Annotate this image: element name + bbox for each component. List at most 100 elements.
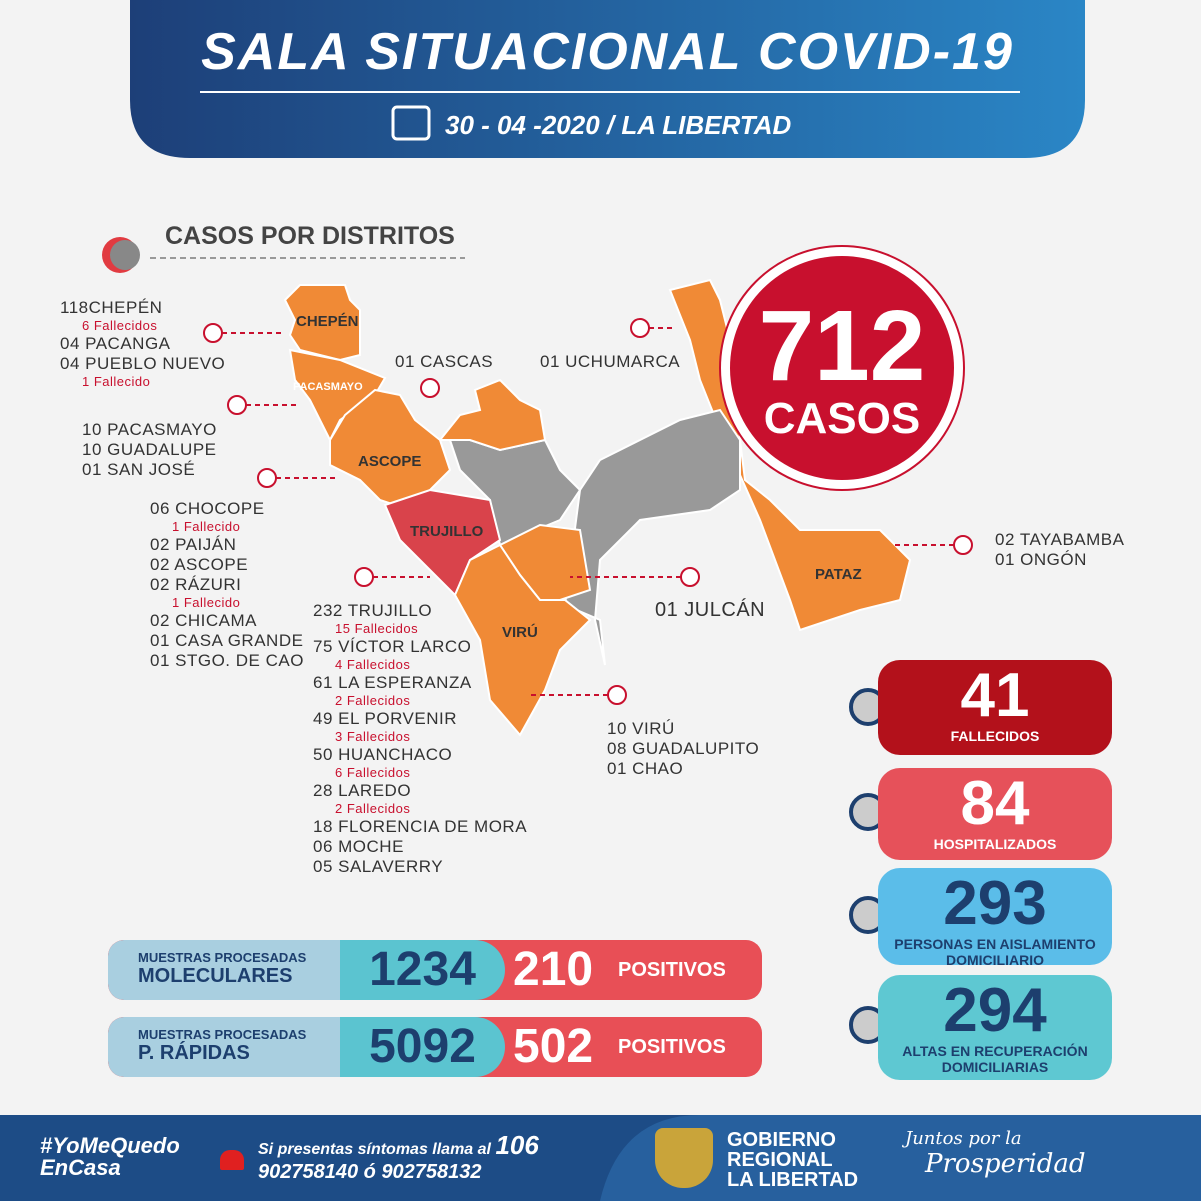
district-line: 01 CHAO [607, 759, 684, 778]
sample-caption: MUESTRAS PROCESADAS MOLECULARES [108, 940, 368, 1000]
gov-line: LA LIBERTAD [727, 1169, 859, 1191]
deaths-line: 6 Fallecidos [335, 765, 411, 780]
total-label: CASOS [763, 394, 921, 443]
district-line: 04 PUEBLO NUEVO [60, 354, 226, 373]
district-line: 10 VIRÚ [607, 719, 675, 738]
district-line: 50 HUANCHACO [313, 745, 453, 764]
district-line: 28 LAREDO [313, 781, 412, 800]
district-line: 10 GUADALUPE [82, 440, 217, 459]
map-label: TRUJILLO [410, 523, 484, 540]
stat-value: 294 [943, 976, 1047, 1045]
map-label: CHEPÉN [296, 313, 359, 330]
stat-label: DOMICILIARIAS [941, 1059, 1049, 1075]
district-line: 05 SALAVERRY [313, 857, 444, 876]
district-group: 01 JULCÁN [655, 600, 765, 620]
positives: 502 [513, 1020, 594, 1073]
district-group: 02 TAYABAMBA 01 ONGÓN [995, 530, 1124, 570]
slogan-line: Juntos por la [905, 1128, 1022, 1149]
district-line: 01 STGO. DE CAO [150, 651, 304, 670]
hashtag-line: #YoMeQuedo [40, 1133, 180, 1158]
district-line: 01 SAN JOSÉ [82, 460, 196, 479]
map-label: PATAZ [815, 566, 862, 583]
caption: MUESTRAS PROCESADAS [138, 950, 307, 965]
call-info: Si presentas síntomas llama al 106 90275… [258, 1130, 539, 1184]
map-label: PACASMAYO [293, 381, 363, 393]
district-line: 01 ONGÓN [995, 550, 1087, 569]
stat-label: FALLECIDOS [950, 728, 1040, 744]
slogan-line: Prosperidad [925, 1149, 1086, 1179]
stat-card: 294 ALTAS EN RECUPERACIÓN DOMICILIARIAS [878, 975, 1112, 1080]
gov-line: GOBIERNO [727, 1129, 836, 1151]
district-line: 10 PACASMAYO [82, 420, 217, 439]
sample-count: 1234 [340, 940, 505, 1000]
district-line: 18 FLORENCIA DE MORA [313, 817, 528, 836]
deaths-line: 2 Fallecidos [335, 801, 411, 816]
district-line: 232 TRUJILLO [313, 601, 433, 620]
section-title: CASOS POR DISTRITOS [165, 222, 455, 250]
positives-label: POSITIVOS [618, 1036, 726, 1058]
sample-count: 5092 [340, 1017, 505, 1077]
district-group: 232 TRUJILLO 15 Fallecidos 75 VÍCTOR LARCO… [313, 601, 527, 877]
deaths-line: 1 Fallecido [172, 595, 241, 610]
district-group: 118CHEPÉN 6 Fallecidos 04 PACANGA 04 PUEBLO… [60, 298, 225, 390]
deaths-line: 2 Fallecidos [335, 693, 411, 708]
stat-card: 293 PERSONAS EN AISLAMIENTO DOMICILIARIO [878, 868, 1112, 968]
hashtag: #YoMeQuedo EnCasa [40, 1135, 180, 1179]
sample-bar: MUESTRAS PROCESADAS MOLECULARES 1234 210 POS… [108, 940, 762, 1000]
stat-label: DOMICILIARIO [946, 952, 1044, 968]
call-text: Si presentas síntomas llama al [258, 1141, 491, 1158]
district-line: 02 TAYABAMBA [995, 530, 1125, 549]
district-line: 61 LA ESPERANZA [313, 673, 472, 692]
stat-label: HOSPITALIZADOS [933, 836, 1057, 852]
district-line: 06 MOCHE [313, 837, 404, 856]
hotline: 106 [495, 1130, 539, 1160]
district-line: 08 GUADALUPITO [607, 739, 760, 758]
coat-of-arms [655, 1128, 713, 1188]
title: SALA SITUACIONAL COVID-19 [201, 23, 1014, 81]
district-line: 06 CHOCOPE [150, 499, 265, 518]
gov-line: REGIONAL [727, 1149, 833, 1171]
deaths-line: 1 Fallecido [82, 374, 151, 389]
deaths-line: 6 Fallecidos [82, 318, 158, 333]
stat-label: ALTAS EN RECUPERACIÓN [902, 1043, 1088, 1059]
phones: 902758140 ó 902758132 [258, 1161, 482, 1183]
district-line: 02 PAIJÁN [150, 535, 237, 554]
kind: P. RÁPIDAS [138, 1042, 250, 1064]
sample-bar: MUESTRAS PROCESADAS P. RÁPIDAS 5092 502 POSI… [108, 1017, 762, 1077]
deaths-line: 3 Fallecidos [335, 729, 411, 744]
map-label: ASCOPE [358, 453, 422, 470]
stat-card: 41 FALLECIDOS [878, 660, 1112, 755]
district-line: 118CHEPÉN [60, 298, 163, 317]
stat-value: 41 [960, 661, 1030, 730]
district-group: 01 CASCAS [395, 352, 493, 372]
hashtag-line: EnCasa [40, 1155, 121, 1180]
slogan: Juntos por la Prosperidad [905, 1128, 1085, 1179]
district-line: 01 JULCÁN [655, 599, 766, 621]
district-line: 01 UCHUMARCA [540, 352, 681, 371]
positives-label: POSITIVOS [618, 959, 726, 981]
government: GOBIERNO REGIONAL LA LIBERTAD [727, 1130, 858, 1190]
stat-value: 84 [960, 769, 1030, 838]
caption: MUESTRAS PROCESADAS [138, 1027, 307, 1042]
date: 30 - 04 -2020 / LA LIBERTAD [445, 110, 792, 140]
stat-value: 293 [943, 869, 1047, 938]
map-label: VIRÚ [502, 624, 538, 641]
district-line: 75 VÍCTOR LARCO [313, 637, 472, 656]
district-line: 02 CHICAMA [150, 611, 258, 630]
deaths-line: 4 Fallecidos [335, 657, 411, 672]
district-line: 01 CASA GRANDE [150, 631, 304, 650]
district-line: 01 CASCAS [395, 352, 494, 371]
total-value: 712 [758, 290, 926, 402]
district-line: 49 EL PORVENIR [313, 709, 458, 728]
district-group: 10 PACASMAYO 10 GUADALUPE 01 SAN JOSÉ [82, 420, 217, 480]
siren-icon [220, 1150, 244, 1170]
stat-label: PERSONAS EN AISLAMIENTO [894, 936, 1096, 952]
district-line: 04 PACANGA [60, 334, 171, 353]
district-line: 02 ASCOPE [150, 555, 249, 574]
district-line: 02 RÁZURI [150, 575, 242, 594]
deaths-line: 1 Fallecido [172, 519, 241, 534]
district-group: 06 CHOCOPE 1 Fallecido 02 PAIJÁN 02 ASCOPE 0… [150, 499, 304, 671]
stat-card: 84 HOSPITALIZADOS [878, 768, 1112, 860]
